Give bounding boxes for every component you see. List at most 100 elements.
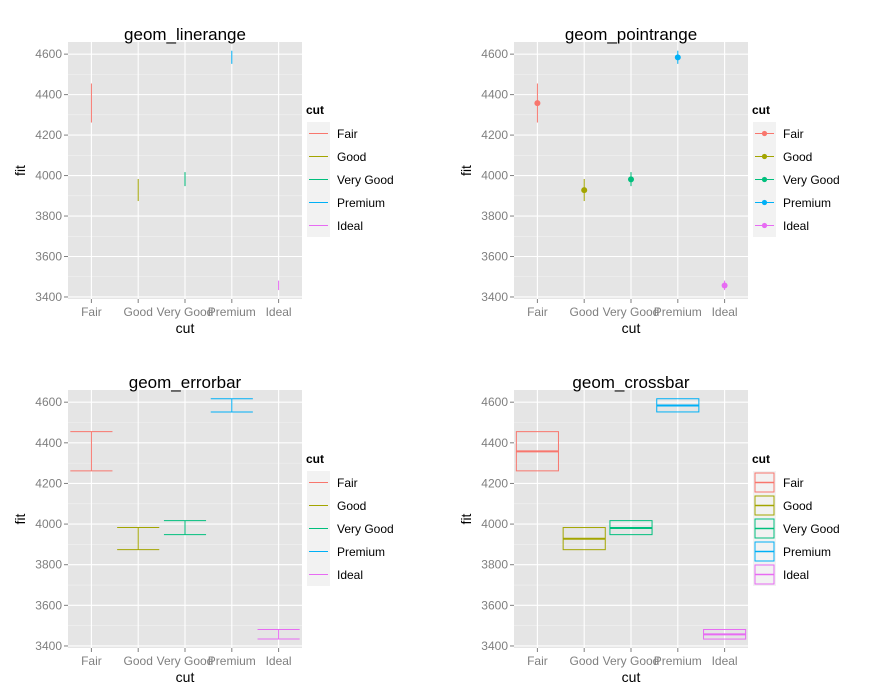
chart-title: geom_pointrange <box>565 25 697 44</box>
x-tick-label: Ideal <box>712 654 738 668</box>
legend-label: Good <box>783 150 812 164</box>
x-axis-label: cut <box>176 669 195 685</box>
x-tick-label: Very Good <box>157 654 214 668</box>
legend-point <box>761 199 768 206</box>
legend: cut Fair Good Very Good Premium Ideal <box>752 452 840 586</box>
chart-panel-linerange: 3400 3600 3800 4000 4200 4400 4600 Fair Good Very… <box>12 25 394 336</box>
y-tick-label: 3600 <box>481 250 508 264</box>
y-tick-label: 4400 <box>35 88 62 102</box>
x-tick-label: Good <box>570 654 599 668</box>
legend-label: Fair <box>337 127 358 141</box>
legend-point <box>761 222 768 229</box>
x-tick-label: Premium <box>208 305 256 319</box>
x-tick-label: Good <box>124 654 153 668</box>
fit-point <box>534 100 541 107</box>
x-axis-label: cut <box>622 669 641 685</box>
y-tick-label: 4000 <box>481 169 508 183</box>
y-tick-label: 4600 <box>35 395 62 409</box>
x-tick-label: Fair <box>527 654 548 668</box>
legend: cut Fair Good Very Good Premium Ideal <box>306 103 394 237</box>
legend-label: Good <box>337 499 366 513</box>
y-tick-label: 3800 <box>481 558 508 572</box>
y-tick-label: 3800 <box>35 209 62 223</box>
x-tick-label: Ideal <box>266 654 292 668</box>
y-tick-label: 3400 <box>35 290 62 304</box>
fit-point <box>628 176 634 183</box>
legend-label: Fair <box>783 476 804 490</box>
x-tick-label: Good <box>124 305 153 319</box>
x-tick-label: Ideal <box>712 305 738 319</box>
chart-panel-errorbar: 3400 3600 3800 4000 4200 4400 4600 Fair Good Very… <box>12 373 394 685</box>
x-tick-label: Premium <box>208 654 256 668</box>
chart-title: geom_linerange <box>124 25 246 44</box>
legend-label: Premium <box>337 196 385 210</box>
legend-title: cut <box>306 452 324 466</box>
y-tick-label: 3600 <box>35 598 62 612</box>
legend-label: Ideal <box>337 219 363 233</box>
y-tick-label: 4200 <box>481 128 508 142</box>
legend-title: cut <box>306 103 324 117</box>
legend-label: Very Good <box>337 173 394 187</box>
y-tick-label: 3400 <box>481 639 508 653</box>
x-tick-label: Very Good <box>603 305 660 319</box>
y-tick-label: 3800 <box>481 209 508 223</box>
legend-point <box>761 176 768 183</box>
legend-title: cut <box>752 452 770 466</box>
y-tick-label: 4200 <box>35 476 62 490</box>
y-axis-label: fit <box>458 513 474 524</box>
y-tick-label: 4200 <box>35 128 62 142</box>
fit-point <box>581 187 588 194</box>
legend-label: Very Good <box>783 522 840 536</box>
legend-point <box>761 153 768 160</box>
x-tick-label: Ideal <box>266 305 292 319</box>
x-tick-label: Very Good <box>603 654 660 668</box>
x-tick-label: Very Good <box>157 305 214 319</box>
fit-point <box>674 54 681 61</box>
chart-panel-crossbar: 3400 3600 3800 4000 4200 4400 4600 Fair Good Very… <box>458 373 840 685</box>
legend: cut Fair Good Very Good Premium Ideal <box>752 103 840 237</box>
chart-title: geom_errorbar <box>129 373 242 392</box>
x-tick-label: Good <box>570 305 599 319</box>
chart-panel-pointrange: 3400 3600 3800 4000 4200 4400 4600 Fair Good Very… <box>458 25 840 336</box>
x-tick-label: Fair <box>527 305 548 319</box>
y-tick-label: 3800 <box>35 558 62 572</box>
x-axis-label: cut <box>176 320 195 336</box>
legend-label: Ideal <box>783 568 809 582</box>
y-tick-label: 4000 <box>481 517 508 531</box>
y-tick-label: 3600 <box>35 250 62 264</box>
legend-label: Good <box>337 150 366 164</box>
y-tick-label: 4400 <box>481 88 508 102</box>
y-tick-label: 3400 <box>35 639 62 653</box>
x-tick-label: Fair <box>81 305 102 319</box>
y-tick-label: 4600 <box>481 395 508 409</box>
legend-label: Ideal <box>337 568 363 582</box>
legend-label: Fair <box>337 476 358 490</box>
y-tick-label: 4600 <box>35 47 62 61</box>
legend-label: Fair <box>783 127 804 141</box>
legend-label: Premium <box>783 196 831 210</box>
y-tick-label: 4000 <box>35 517 62 531</box>
y-tick-label: 3600 <box>481 598 508 612</box>
legend-label: Ideal <box>783 219 809 233</box>
legend: cut Fair Good Very Good Premium Ideal <box>306 452 394 586</box>
chart-title: geom_crossbar <box>572 373 690 392</box>
y-tick-label: 4200 <box>481 476 508 490</box>
y-tick-label: 4400 <box>481 436 508 450</box>
legend-label: Very Good <box>783 173 840 187</box>
legend-title: cut <box>752 103 770 117</box>
y-tick-label: 4400 <box>35 436 62 450</box>
y-tick-label: 3400 <box>481 290 508 304</box>
legend-label: Good <box>783 499 812 513</box>
legend-label: Premium <box>783 545 831 559</box>
x-axis-label: cut <box>622 320 641 336</box>
y-axis-label: fit <box>12 165 28 176</box>
legend-point <box>761 130 768 137</box>
fit-point <box>721 282 728 289</box>
y-tick-label: 4600 <box>481 47 508 61</box>
y-axis-label: fit <box>458 165 474 176</box>
x-tick-label: Premium <box>654 654 702 668</box>
y-tick-label: 4000 <box>35 169 62 183</box>
legend-label: Premium <box>337 545 385 559</box>
y-axis-label: fit <box>12 513 28 524</box>
